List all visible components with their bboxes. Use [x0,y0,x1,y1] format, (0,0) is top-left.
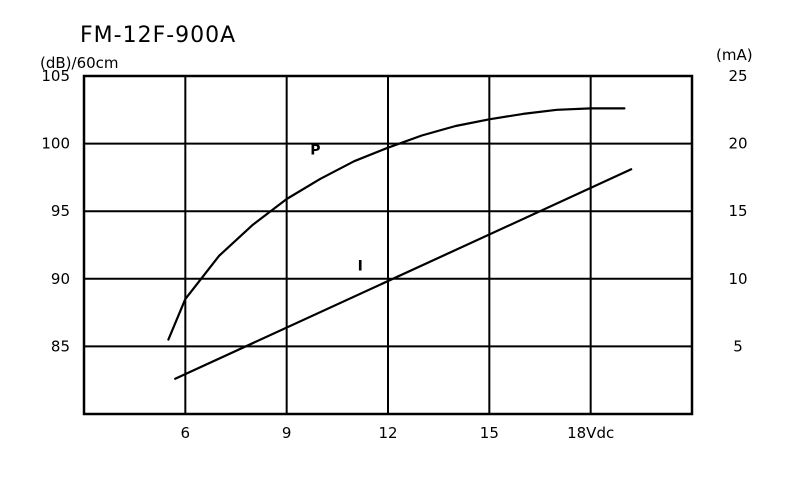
y-right-tick-label: 20 [728,135,747,153]
y-right-axis-label: (mA) [716,46,753,64]
series-label-P: P [310,142,320,158]
y-left-tick-label: 105 [41,67,70,85]
series-line-P [167,107,626,341]
grid [82,74,694,416]
x-tick-label: 9 [282,424,292,442]
y-right-tick-label: 10 [728,270,747,288]
y-left-tick-label: 85 [51,337,70,355]
chart-title: FM-12F-900A [80,23,236,48]
x-tick-label: 15 [480,424,499,442]
series-label-I: I [358,259,363,275]
x-tick-label: 12 [378,424,397,442]
y-left-tick-label: 95 [51,202,70,220]
y-left-tick-label: 100 [41,135,70,153]
x-tick-label: 6 [181,424,191,442]
x-tick-label: 18Vdc [567,424,614,442]
y-left-axis-label: (dB)/60cm [40,54,119,72]
y-left-tick-label: 90 [51,270,70,288]
series-lines: PI [167,107,633,380]
series-line-I [174,168,633,380]
y-right-tick-label: 25 [728,67,747,85]
y-right-tick-label: 15 [728,202,747,220]
y-right-tick-label: 5 [733,337,743,355]
